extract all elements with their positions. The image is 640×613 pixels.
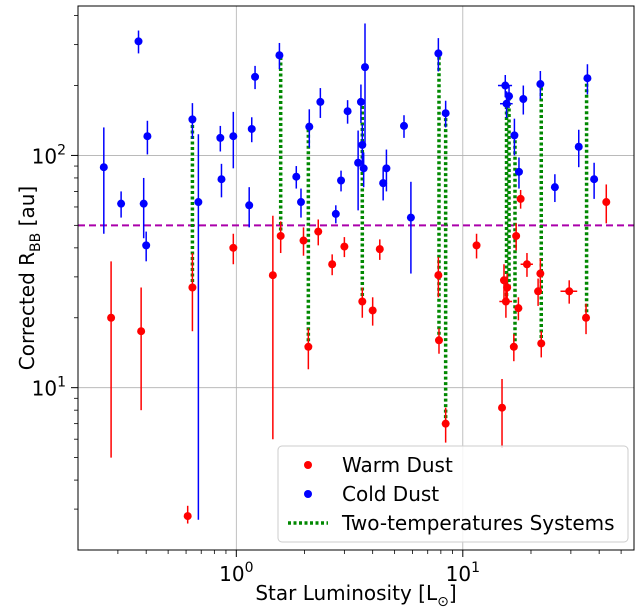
cold-point xyxy=(229,132,238,141)
warm-point xyxy=(328,260,337,269)
cold-point xyxy=(519,94,528,103)
data-points xyxy=(99,37,611,521)
y-tick-label: 101 xyxy=(32,375,66,401)
warm-point xyxy=(516,194,525,203)
cold-point xyxy=(194,198,203,207)
cold-point xyxy=(139,199,148,208)
warm-point xyxy=(358,297,367,306)
two-temperature-links xyxy=(190,53,589,424)
warm-point xyxy=(299,236,308,245)
cold-point xyxy=(354,158,363,167)
warm-point xyxy=(375,245,384,254)
cold-point xyxy=(296,198,305,207)
cold-point xyxy=(343,107,352,116)
cold-point xyxy=(399,121,408,130)
cold-point xyxy=(337,176,346,185)
warm-point xyxy=(107,313,116,322)
warm-point xyxy=(514,304,523,313)
cold-point xyxy=(275,51,284,60)
cold-point xyxy=(574,142,583,151)
axis-labels: Star Luminosity [L⊙] Corrected RBB [au] xyxy=(15,186,457,610)
cold-point xyxy=(143,132,152,141)
warm-point xyxy=(441,419,450,428)
cold-point xyxy=(382,164,391,173)
cold-point xyxy=(502,99,511,108)
cold-point xyxy=(188,115,197,124)
cold-point xyxy=(305,122,314,131)
warm-point xyxy=(509,342,518,351)
legend-label: Warm Dust xyxy=(342,453,453,477)
warm-point xyxy=(472,241,481,250)
warm-point xyxy=(304,342,313,351)
warm-point xyxy=(268,271,277,280)
warm-point xyxy=(602,198,611,207)
warm-point xyxy=(565,287,574,296)
cold-point xyxy=(358,140,367,149)
cold-point xyxy=(583,74,592,83)
warm-point xyxy=(434,271,443,280)
cold-point xyxy=(434,49,443,58)
cold-point xyxy=(359,164,368,173)
cold-point xyxy=(245,201,254,210)
cold-point xyxy=(117,199,126,208)
warm-point xyxy=(188,283,197,292)
grid xyxy=(78,6,634,550)
warm-point xyxy=(536,269,545,278)
cold-point xyxy=(536,80,545,89)
warm-point xyxy=(503,283,512,292)
warm-point xyxy=(137,327,146,336)
cold-point xyxy=(316,97,325,106)
legend-box xyxy=(277,445,629,543)
cold-point xyxy=(550,183,559,192)
warm-point xyxy=(534,287,543,296)
warm-point xyxy=(368,306,377,315)
x-axis-label: Star Luminosity [L⊙] xyxy=(255,581,456,610)
cold-point xyxy=(361,63,370,72)
cold-point xyxy=(590,175,599,184)
warm-point xyxy=(512,231,521,240)
legend-label: Cold Dust xyxy=(342,482,439,506)
cold-point xyxy=(514,167,523,176)
warm-point xyxy=(229,243,238,252)
warm-point xyxy=(522,260,531,269)
cold-point xyxy=(501,81,510,90)
cold-point xyxy=(251,72,260,81)
cold-point xyxy=(510,131,519,140)
cold-point xyxy=(216,133,225,142)
warm-point xyxy=(314,227,323,236)
cold-point xyxy=(505,92,514,101)
x-tick-label: 101 xyxy=(446,560,480,586)
cold-point xyxy=(331,209,340,218)
legend-marker xyxy=(304,461,312,469)
cold-point xyxy=(292,172,301,181)
warm-point xyxy=(434,336,443,345)
plot-frame xyxy=(77,5,635,551)
warm-point xyxy=(582,313,591,322)
legend-label: Two-temperatures Systems xyxy=(341,511,615,535)
y-tick-label: 102 xyxy=(32,142,66,168)
cold-point xyxy=(247,124,256,133)
cold-point xyxy=(379,179,388,188)
cold-point xyxy=(134,37,143,46)
legend: Warm Dust Cold Dust Two-temperatures Syste… xyxy=(277,445,629,543)
axis-ticks: 100 101 101 102 xyxy=(32,15,622,586)
cold-point xyxy=(356,97,365,106)
warm-point xyxy=(498,403,507,412)
cold-point xyxy=(406,213,415,222)
warm-point xyxy=(537,339,546,348)
warm-point xyxy=(276,231,285,240)
warm-point xyxy=(499,276,508,285)
warm-point xyxy=(501,297,510,306)
cold-point xyxy=(217,175,226,184)
x-tick-label: 100 xyxy=(219,560,253,586)
legend-marker xyxy=(304,490,312,498)
cold-point xyxy=(142,241,151,250)
warm-point xyxy=(340,242,349,251)
y-axis-label: Corrected RBB [au] xyxy=(15,186,44,370)
cold-point xyxy=(441,109,450,118)
cold-point xyxy=(99,163,108,172)
warm-point xyxy=(183,512,192,521)
